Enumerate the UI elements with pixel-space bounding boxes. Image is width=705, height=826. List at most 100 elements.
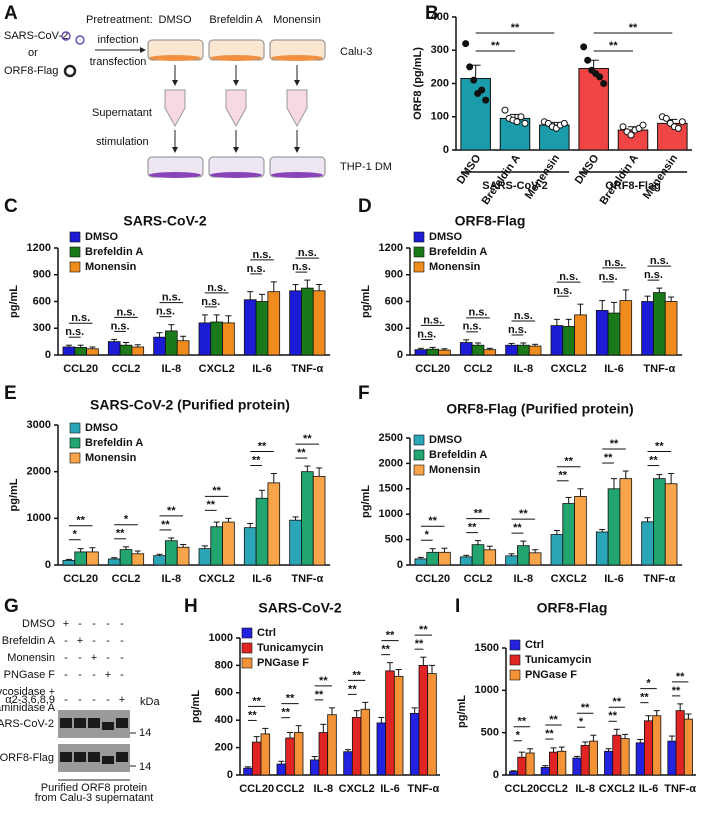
bar xyxy=(210,526,223,566)
sig-label: * xyxy=(516,730,521,742)
legend-label: Ctrl xyxy=(257,627,276,639)
sig-label: ** xyxy=(252,695,261,707)
bar xyxy=(198,322,212,356)
sig-label: n.s. xyxy=(423,314,442,326)
panel-letter: G xyxy=(4,596,19,617)
cell-label: THP-1 DM xyxy=(340,161,392,173)
sig-label: ** xyxy=(352,669,361,681)
plasmid-icon xyxy=(63,64,77,78)
bar xyxy=(664,301,678,356)
panel-letter: D xyxy=(358,196,372,217)
sig-label: ** xyxy=(212,485,221,497)
bar xyxy=(471,344,485,356)
x-tick-label: CCL2 xyxy=(276,783,305,795)
bar xyxy=(222,322,235,356)
x-tick-label: CXCL2 xyxy=(551,363,587,375)
sig-label: ** xyxy=(672,685,681,697)
sign: - xyxy=(106,652,110,664)
y-tick-label: 2000 xyxy=(379,457,403,469)
sig-label: ** xyxy=(303,433,312,445)
bar xyxy=(327,714,337,776)
bar xyxy=(653,478,666,566)
bar xyxy=(309,759,320,776)
x-tick-label: IL-6 xyxy=(252,363,272,375)
x-tick-label: TNF-α xyxy=(291,363,323,375)
sign: - xyxy=(120,652,124,664)
bar xyxy=(652,715,662,776)
bar xyxy=(376,722,387,776)
x-tick-label: CCL20 xyxy=(63,363,98,375)
sig-label: n.s. xyxy=(207,282,226,294)
bar xyxy=(210,321,223,356)
y-tick-label: 0 xyxy=(227,769,233,781)
sig-label: ** xyxy=(511,22,520,34)
y-axis-label: pg/mL xyxy=(360,485,372,518)
sign: - xyxy=(64,635,68,647)
x-tick-label: DMSO xyxy=(573,152,602,186)
bar xyxy=(459,556,473,566)
bar xyxy=(119,344,133,356)
sig-label: n.s. xyxy=(298,247,317,259)
bar xyxy=(285,737,295,776)
data-point xyxy=(580,43,588,51)
y-tick-label: 1000 xyxy=(209,632,233,644)
bar xyxy=(517,545,530,566)
legend-swatch xyxy=(413,449,425,461)
x-tick-label: CXCL2 xyxy=(551,573,587,585)
legend-label: DMSO xyxy=(85,231,118,243)
caption: from Calu-3 supernatant xyxy=(35,792,154,804)
bar xyxy=(588,740,598,776)
x-tick-label: IL-6 xyxy=(604,363,624,375)
x-tick-label: IL-6 xyxy=(639,783,659,795)
legend-swatch xyxy=(413,246,425,258)
x-tick-label: IL-8 xyxy=(514,573,534,585)
x-tick-label: IL-6 xyxy=(604,573,624,585)
x-tick-label: CXCL2 xyxy=(199,363,235,375)
legend-swatch xyxy=(413,231,425,243)
cell-label: Calu-3 xyxy=(340,46,372,58)
sig-label: ** xyxy=(676,671,685,683)
or-label: or xyxy=(28,47,38,59)
caption: Purified ORF8 protein xyxy=(41,782,147,794)
bar xyxy=(418,665,429,776)
bar xyxy=(289,519,302,566)
y-tick-label: 600 xyxy=(215,687,233,699)
bar xyxy=(165,540,178,566)
sig-label: n.s. xyxy=(514,310,533,322)
bar xyxy=(517,756,527,776)
sig-label: ** xyxy=(655,440,664,452)
x-tick-label: CCL20 xyxy=(63,573,98,585)
legend-label: DMSO xyxy=(85,422,118,434)
sig-label: n.s. xyxy=(71,312,90,324)
virus-icon xyxy=(61,31,85,45)
data-point xyxy=(674,124,682,132)
bar xyxy=(562,326,575,356)
legend-swatch xyxy=(413,261,425,273)
sig-label: ** xyxy=(518,716,527,728)
bar xyxy=(414,558,428,566)
x-tick-label: CCL20 xyxy=(415,363,450,375)
chart-title: ORF8-Flag (Purified protein) xyxy=(446,401,633,417)
sign: - xyxy=(64,669,68,681)
treatment: Brefeldin A xyxy=(209,14,263,26)
y-tick-label: 1500 xyxy=(475,642,499,654)
bar xyxy=(675,710,685,776)
y-tick-label: 1000 xyxy=(475,684,499,696)
chart-title: ORF8-Flag xyxy=(455,213,526,229)
data-point xyxy=(584,56,592,64)
legend-swatch xyxy=(413,434,425,446)
sig-label: * xyxy=(73,529,78,541)
legend-label: Monensin xyxy=(85,261,137,273)
y-tick-label: 2500 xyxy=(379,432,403,444)
bar xyxy=(86,551,99,566)
schematic: A Pretreatment: DMSO Brefeldin A Monensi… xyxy=(4,3,392,178)
sig-label: ** xyxy=(564,456,573,468)
bar xyxy=(153,555,166,566)
bar xyxy=(459,342,473,356)
y-tick-label: 100 xyxy=(431,111,449,123)
blot-bands xyxy=(60,718,128,764)
row-label: PNGase F xyxy=(4,669,56,681)
bar xyxy=(619,300,633,356)
data-point xyxy=(478,86,486,94)
